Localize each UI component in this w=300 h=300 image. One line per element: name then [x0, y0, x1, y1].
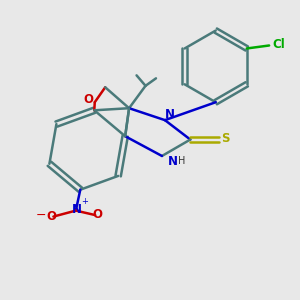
Text: N: N	[72, 202, 82, 216]
Text: N: N	[165, 108, 175, 121]
Text: Cl: Cl	[272, 38, 285, 51]
Text: S: S	[221, 132, 230, 145]
Text: +: +	[81, 197, 88, 206]
Text: O: O	[93, 208, 103, 221]
Text: H: H	[178, 156, 186, 166]
Text: N: N	[168, 155, 178, 168]
Text: −: −	[36, 208, 46, 222]
Text: O: O	[46, 210, 56, 223]
Text: O: O	[83, 93, 93, 106]
